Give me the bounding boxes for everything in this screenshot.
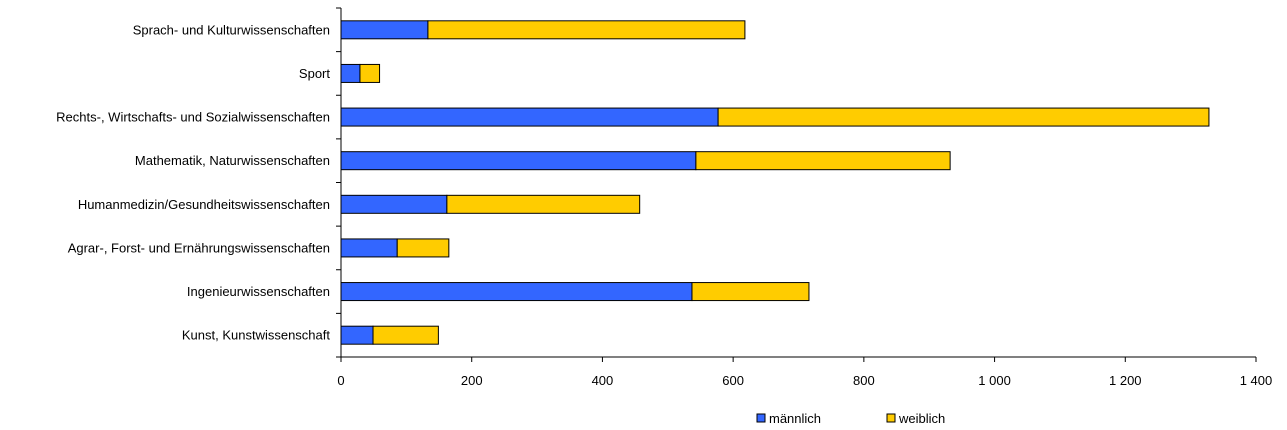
- category-label: Rechts-, Wirtschafts- und Sozialwissensc…: [56, 110, 330, 125]
- category-label: Mathematik, Naturwissenschaften: [135, 153, 330, 168]
- x-tick-label: 1 400: [1240, 373, 1273, 388]
- bar-maennlich: [340, 282, 693, 302]
- x-tick-label: 1 200: [1109, 373, 1142, 388]
- x-tick-label: 600: [722, 373, 744, 388]
- bar-weiblich: [359, 63, 381, 83]
- category-label: Agrar-, Forst- und Ernährungswissenschaf…: [68, 240, 330, 255]
- category-label: Sport: [299, 66, 330, 81]
- category-label: Humanmedizin/Gesundheitswissenschaften: [78, 197, 330, 212]
- category-label: Kunst, Kunstwissenschaft: [182, 328, 331, 343]
- bar-weiblich: [695, 151, 951, 171]
- x-tick-label: 1 000: [978, 373, 1011, 388]
- x-tick-label: 400: [592, 373, 614, 388]
- bar-maennlich: [340, 325, 374, 345]
- bar-maennlich: [340, 107, 719, 127]
- bar-weiblich: [717, 107, 1210, 127]
- x-tick-label: 200: [461, 373, 483, 388]
- bar-maennlich: [340, 63, 361, 83]
- bar-maennlich: [340, 20, 429, 40]
- legend-swatch: [756, 413, 766, 423]
- x-tick-label: 0: [337, 373, 344, 388]
- bar-maennlich: [340, 238, 398, 258]
- category-label: Ingenieurwissenschaften: [187, 284, 330, 299]
- legend-swatch: [886, 413, 896, 423]
- x-tick-label: 800: [853, 373, 875, 388]
- bar-weiblich: [427, 20, 746, 40]
- category-label: Sprach- und Kulturwissenschaften: [133, 22, 330, 37]
- legend-label: weiblich: [898, 411, 945, 426]
- bar-weiblich: [691, 282, 810, 302]
- bar-maennlich: [340, 194, 448, 214]
- bar-weiblich: [396, 238, 450, 258]
- bar-weiblich: [372, 325, 439, 345]
- bar-weiblich: [446, 194, 641, 214]
- legend-label: männlich: [769, 411, 821, 426]
- bar-maennlich: [340, 151, 697, 171]
